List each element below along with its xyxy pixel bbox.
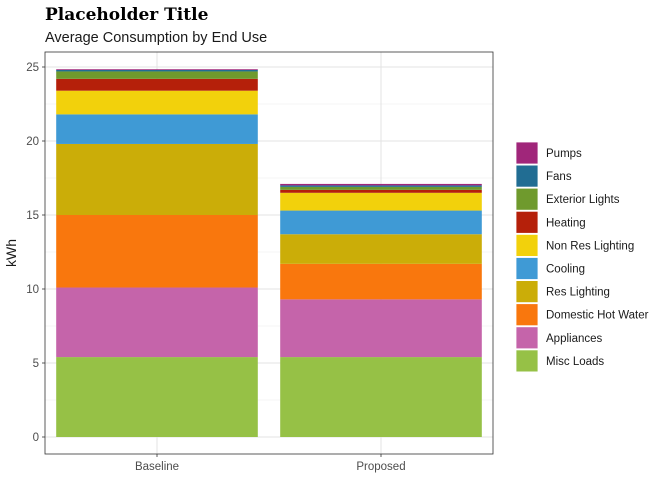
- x-tick-label: Proposed: [356, 461, 405, 473]
- bar-segment: [280, 234, 482, 264]
- y-tick-label: 25: [26, 62, 39, 74]
- bar-segment: [280, 192, 482, 211]
- y-axis-ticks: 0 5 10 15 20 25: [26, 62, 45, 444]
- bar-segment: [280, 357, 482, 437]
- y-tick-label: 15: [26, 210, 39, 222]
- legend-label: Res Lighting: [546, 287, 610, 299]
- legend-label: Non Res Lighting: [546, 240, 634, 252]
- legend-label: Pumps: [546, 148, 582, 160]
- bar-segment: [56, 78, 258, 91]
- chart-subtitle: Average Consumption by End Use: [45, 30, 267, 46]
- bar-segment: [280, 185, 482, 187]
- bar-segment: [56, 69, 258, 72]
- legend-swatch: [515, 141, 539, 165]
- legend-label: Appliances: [546, 333, 603, 345]
- legend-swatch: [515, 210, 539, 234]
- bar-segment: [56, 143, 258, 215]
- chart-title: Placeholder Title: [45, 5, 209, 25]
- bar-segment: [280, 210, 482, 235]
- bar-segment: [56, 90, 258, 115]
- legend-swatch: [515, 257, 539, 280]
- legend-swatch: [515, 303, 539, 327]
- legend-label: Fans: [546, 171, 572, 183]
- bar-segment: [280, 183, 482, 186]
- x-axis-ticks: Baseline Proposed: [135, 454, 406, 473]
- y-tick-label: 20: [26, 136, 39, 148]
- legend-label: Domestic Hot Water: [546, 310, 649, 322]
- y-tick-label: 5: [33, 358, 39, 370]
- legend-label: Misc Loads: [546, 356, 604, 368]
- y-axis-title: kWh: [3, 239, 19, 267]
- bar-segment: [56, 215, 258, 288]
- legend-swatch: [515, 187, 539, 211]
- bar-segment: [280, 189, 482, 193]
- y-tick-label: 0: [33, 432, 39, 444]
- x-tick-label: Baseline: [135, 461, 179, 473]
- legend-swatch: [515, 326, 539, 350]
- legend-swatch: [515, 164, 539, 188]
- legend-label: Heating: [546, 217, 586, 229]
- legend: Pumps Fans Exterior Lights Heating Non Res L…: [515, 141, 649, 373]
- bar-segment: [56, 71, 258, 79]
- bars-group: [56, 69, 482, 437]
- bar-segment: [280, 186, 482, 190]
- bar-segment: [280, 299, 482, 358]
- legend-label: Cooling: [546, 264, 585, 276]
- bar-segment: [280, 263, 482, 300]
- bar-segment: [56, 69, 258, 70]
- y-tick-label: 10: [26, 284, 39, 296]
- plot-border: [44, 51, 494, 455]
- bar-segment: [56, 114, 258, 144]
- legend-swatch: [515, 280, 539, 304]
- legend-swatch: [515, 349, 539, 373]
- legend-swatch: [515, 233, 539, 257]
- legend-label: Exterior Lights: [546, 194, 620, 206]
- bar-segment: [56, 287, 258, 358]
- bar-segment: [56, 357, 258, 437]
